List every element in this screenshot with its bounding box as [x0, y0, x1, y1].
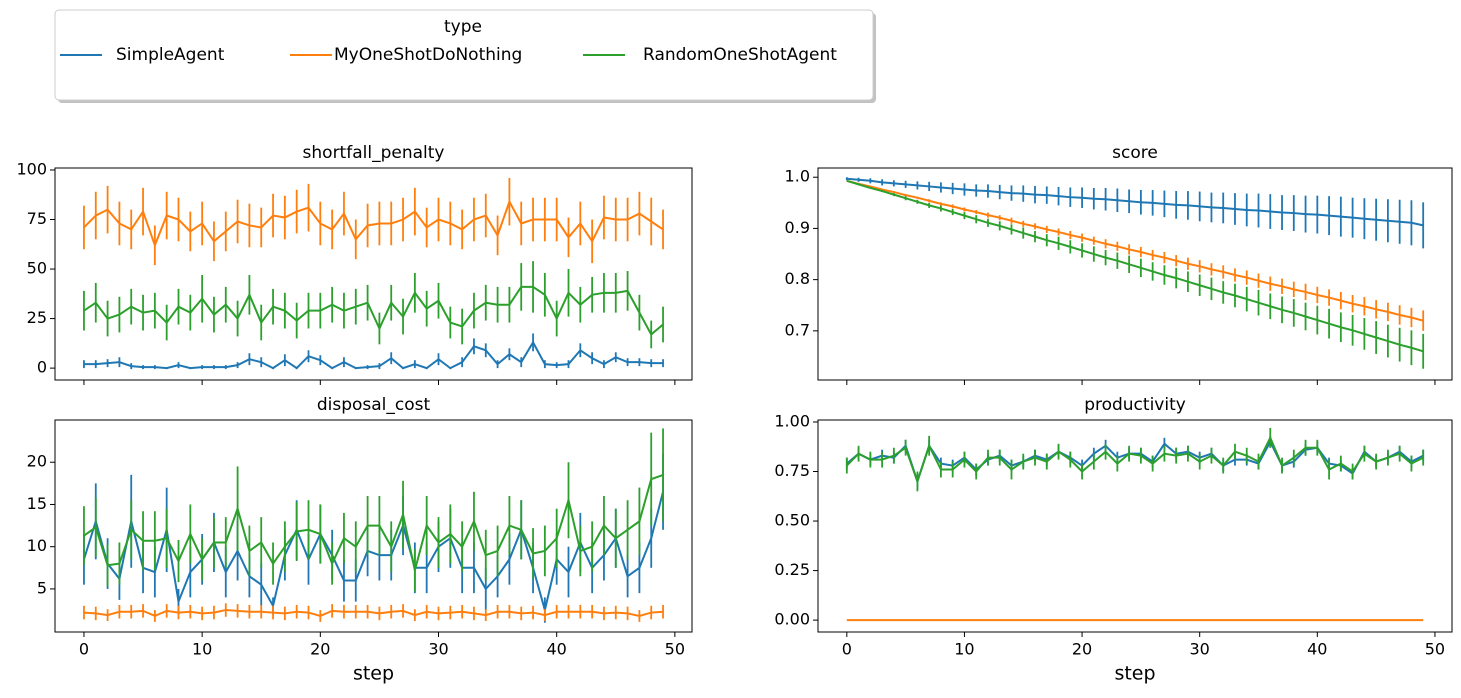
subplot: score 0.7 0.8 0.9 1.0: [785, 143, 1453, 385]
x-axis-label: step: [1114, 663, 1155, 685]
subplot: disposal_cost 5 10 15 20 0 10 20 30 40 50 step: [27, 395, 693, 685]
x-tick-label: 20: [1072, 640, 1092, 659]
legend-box: [54, 9, 874, 101]
x-tick-label: 50: [665, 640, 685, 659]
series-line: [82, 491, 665, 611]
subplot: shortfall_penalty 0 25 50 75 100: [16, 143, 693, 385]
x-tick-label: 0: [79, 640, 89, 659]
y-tick-label: 0: [37, 358, 47, 377]
y-tick-label: 50: [27, 259, 47, 278]
series-line: [83, 285, 664, 336]
subplot: productivity 0.00 0.25 0.50 0.75 1.00 0 10 20 30 4…: [774, 395, 1453, 685]
subplot-title: productivity: [1084, 395, 1186, 415]
series-line: [846, 177, 1424, 227]
y-tick-label: 0.00: [774, 610, 810, 629]
y-tick-label: 0.9: [785, 218, 810, 237]
series-line: [846, 435, 1424, 485]
x-tick-label: 20: [310, 640, 330, 659]
subplot-title: score: [1112, 143, 1158, 163]
x-tick-label: 40: [1307, 640, 1327, 659]
x-tick-label: 50: [1425, 640, 1445, 659]
y-tick-label: 1.0: [785, 167, 810, 186]
y-tick-label: 25: [27, 308, 47, 327]
legend-label: RandomOneShotAgent: [643, 45, 837, 65]
plots: shortfall_penalty0255075100score0.70.80.…: [16, 143, 1453, 685]
y-tick-label: 75: [27, 209, 47, 228]
y-tick-label: 0.75: [774, 461, 810, 480]
y-tick-label: 10: [27, 536, 47, 555]
series-line: [83, 199, 664, 249]
y-tick-label: 0.8: [785, 269, 810, 288]
y-tick-label: 5: [37, 578, 47, 597]
axes-frame: [54, 419, 693, 633]
series-line: [83, 609, 664, 618]
series-line: [846, 179, 1424, 322]
y-tick-label: 0.50: [774, 511, 810, 530]
y-tick-label: 15: [27, 494, 47, 513]
series-line: [83, 473, 664, 571]
y-tick-label: 100: [16, 159, 47, 178]
series-line: [846, 179, 1424, 353]
x-tick-label: 10: [192, 640, 212, 659]
series-line: [846, 439, 1424, 485]
legend: SimpleAgent MyOneShotDoNothing RandomOneSh…: [60, 45, 837, 65]
y-tick-label: 20: [27, 452, 47, 471]
y-tick-label: 0.7: [785, 320, 810, 339]
y-tick-label: 1.00: [774, 411, 810, 430]
x-tick-label: 30: [1190, 640, 1210, 659]
x-tick-label: 40: [547, 640, 567, 659]
series-line: [83, 340, 664, 370]
legend-label: SimpleAgent: [116, 45, 225, 65]
axes-frame: [817, 167, 1453, 381]
x-tick-label: 10: [954, 640, 974, 659]
subplot-title: shortfall_penalty: [303, 143, 445, 163]
legend-title: type: [444, 17, 482, 37]
x-axis-label: step: [353, 663, 394, 685]
subplot-title: disposal_cost: [317, 395, 431, 415]
y-tick-label: 0.25: [774, 560, 810, 579]
x-tick-label: 30: [428, 640, 448, 659]
axes-frame: [817, 419, 1453, 633]
axes-frame: [54, 167, 693, 381]
x-tick-label: 0: [842, 640, 852, 659]
legend-label: MyOneShotDoNothing: [334, 45, 522, 65]
